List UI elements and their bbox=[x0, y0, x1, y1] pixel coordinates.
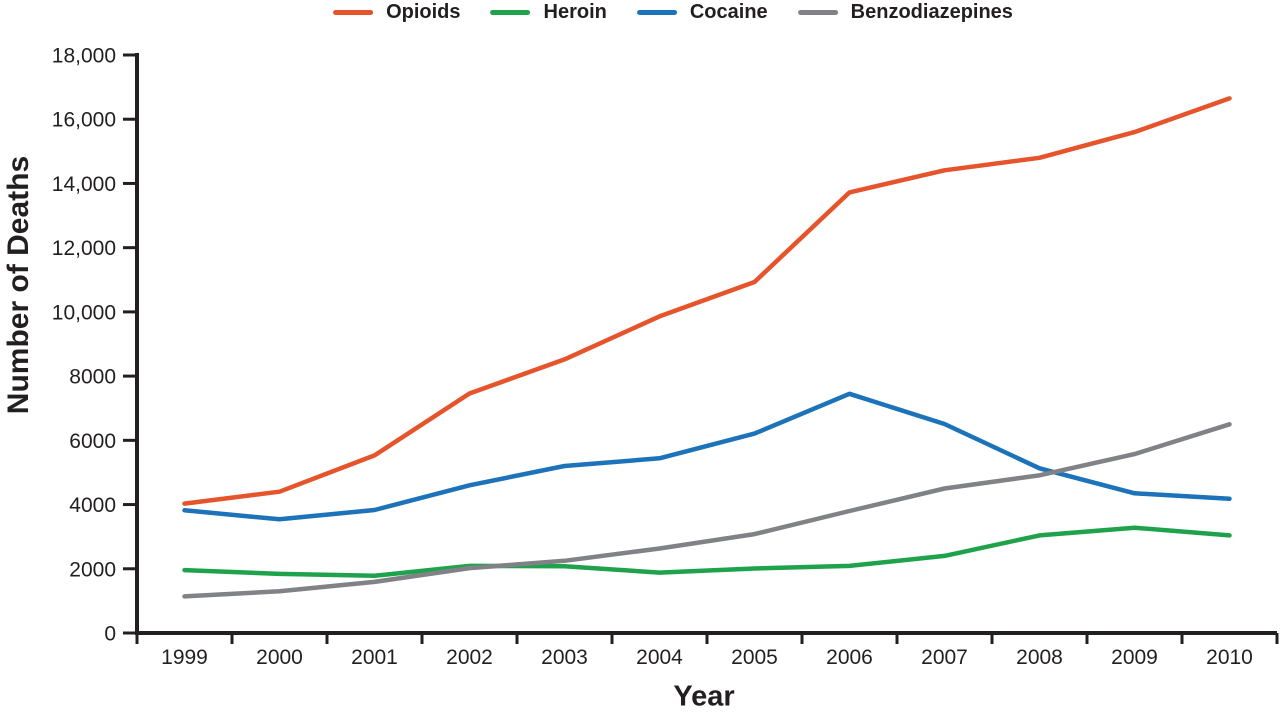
y-tick-label: 6000 bbox=[69, 430, 116, 453]
opioids-line-swatch-icon bbox=[333, 9, 374, 15]
legend-item-opioids: Opioids bbox=[333, 1, 461, 23]
x-tick-label: 2004 bbox=[636, 646, 683, 669]
x-tick-label: 2009 bbox=[1111, 646, 1158, 669]
legend-item-cocaine: Cocaine bbox=[636, 1, 768, 23]
y-tick-label: 8000 bbox=[69, 366, 116, 389]
y-tick-label: 2000 bbox=[69, 558, 116, 581]
series-line-cocaine bbox=[182, 391, 1232, 522]
x-tick-label: 2006 bbox=[826, 646, 873, 669]
x-axis-ticks: 1999 2000 2001 2002 2003 2004 2005 2006 2007 2008… bbox=[135, 633, 1279, 669]
y-tick-label: 18,000 bbox=[52, 45, 116, 68]
x-tick-label: 2002 bbox=[446, 646, 493, 669]
series-line-benzodiazepines bbox=[182, 422, 1232, 599]
x-tick-label: 2005 bbox=[731, 646, 778, 669]
legend-label-cocaine: Cocaine bbox=[689, 1, 768, 23]
x-axis-title: Year bbox=[673, 680, 735, 713]
y-tick-label: 0 bbox=[104, 623, 116, 646]
x-tick-label: 2007 bbox=[921, 646, 968, 669]
legend-item-heroin: Heroin bbox=[490, 1, 607, 23]
y-tick-label: 16,000 bbox=[52, 109, 116, 132]
legend-label-opioids: Opioids bbox=[386, 1, 461, 23]
chart-legend: Opioids Heroin Cocaine Benzodiazepines bbox=[333, 0, 1013, 24]
cocaine-line-swatch-icon bbox=[636, 9, 677, 15]
y-tick-label: 4000 bbox=[69, 494, 116, 517]
y-axis-ticks: 0 2000 4000 6000 8000 10,000 12,000 14,000 16,00… bbox=[52, 45, 137, 646]
x-tick-label: 2000 bbox=[256, 646, 303, 669]
legend-label-benzodiazepines: Benzodiazepines bbox=[850, 1, 1013, 23]
series-lines bbox=[182, 96, 1232, 599]
x-tick-label: 2008 bbox=[1016, 646, 1063, 669]
x-tick-label: 2010 bbox=[1206, 646, 1253, 669]
y-tick-label: 12,000 bbox=[52, 237, 116, 260]
legend-item-benzodiazepines: Benzodiazepines bbox=[797, 1, 1013, 23]
series-line-heroin bbox=[182, 525, 1232, 579]
y-tick-label: 10,000 bbox=[52, 301, 116, 324]
heroin-line-swatch-icon bbox=[490, 9, 531, 15]
benzodiazepines-line-swatch-icon bbox=[797, 9, 838, 15]
legend-label-heroin: Heroin bbox=[543, 1, 607, 23]
series-line-opioids bbox=[182, 96, 1232, 506]
y-tick-label: 14,000 bbox=[52, 173, 116, 196]
x-tick-label: 2003 bbox=[541, 646, 588, 669]
x-tick-label: 2001 bbox=[351, 646, 398, 669]
x-tick-label: 1999 bbox=[161, 646, 208, 669]
